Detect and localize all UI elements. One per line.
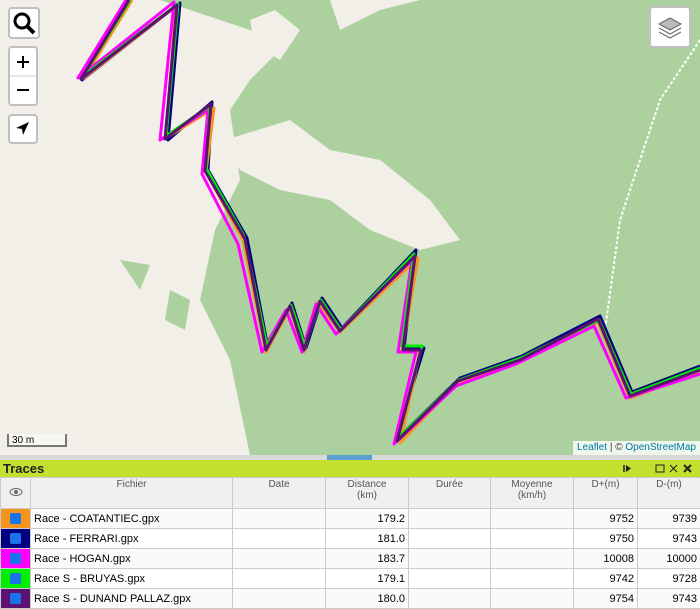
zoom-icons <box>10 48 36 104</box>
search-button[interactable] <box>8 7 40 39</box>
column-header[interactable]: D+(m) <box>574 478 638 509</box>
search-icon <box>10 9 38 37</box>
date-cell <box>233 509 326 529</box>
eye-icon <box>9 487 23 497</box>
elevation-gain: 9742 <box>574 569 638 589</box>
visibility-checkbox[interactable] <box>10 533 21 544</box>
header-unit: (km) <box>327 490 407 501</box>
file-name: Race S - DUNAND PALLAZ.gpx <box>31 589 233 609</box>
detach-button[interactable] <box>656 465 664 472</box>
distance: 180.0 <box>326 589 409 609</box>
duration-cell <box>409 509 491 529</box>
elevation-gain: 9754 <box>574 589 638 609</box>
separator: | © <box>610 442 623 453</box>
duration-cell <box>409 549 491 569</box>
osm-link[interactable]: OpenStreetMap <box>625 442 696 453</box>
visibility-checkbox[interactable] <box>10 553 21 564</box>
distance: 183.7 <box>326 549 409 569</box>
layers-button[interactable] <box>649 6 691 48</box>
zoom-control <box>8 46 38 106</box>
elevation-loss: 9743 <box>638 529 700 549</box>
file-name: Race - COATANTIEC.gpx <box>31 509 233 529</box>
duration-cell <box>409 529 491 549</box>
speed-cell <box>491 529 574 549</box>
date-cell <box>233 589 326 609</box>
attribution: Leaflet | © OpenStreetMap <box>573 441 700 455</box>
file-name: Race - HOGAN.gpx <box>31 549 233 569</box>
column-header[interactable]: D-(m) <box>638 478 700 509</box>
speed-cell <box>491 509 574 529</box>
leaflet-link[interactable]: Leaflet <box>577 442 607 453</box>
visibility-cell <box>1 589 31 609</box>
header-unit: (km/h) <box>492 490 572 501</box>
distance: 179.2 <box>326 509 409 529</box>
date-cell <box>233 529 326 549</box>
speed-cell <box>491 589 574 609</box>
elevation-loss: 10000 <box>638 549 700 569</box>
scale-label: 30 m <box>12 435 34 446</box>
file-name: Race S - BRUYAS.gpx <box>31 569 233 589</box>
elevation-gain: 9752 <box>574 509 638 529</box>
expand-button[interactable] <box>670 465 677 472</box>
distance: 179.1 <box>326 569 409 589</box>
header-label: D-(m) <box>639 479 699 490</box>
locate-button[interactable] <box>8 114 38 144</box>
column-header[interactable]: Date <box>233 478 326 509</box>
visibility-cell <box>1 549 31 569</box>
visibility-cell <box>1 529 31 549</box>
visibility-checkbox[interactable] <box>10 573 21 584</box>
distance: 181.0 <box>326 529 409 549</box>
column-header[interactable]: Fichier <box>31 478 233 509</box>
duration-cell <box>409 589 491 609</box>
close-button[interactable] <box>684 465 691 472</box>
elevation-loss: 9743 <box>638 589 700 609</box>
header-label: D+(m) <box>575 479 636 490</box>
date-cell <box>233 549 326 569</box>
header-label: Moyenne <box>492 479 572 490</box>
forest <box>120 260 190 330</box>
date-cell <box>233 569 326 589</box>
column-header[interactable]: Distance(km) <box>326 478 409 509</box>
speed-cell <box>491 569 574 589</box>
panel-header: Traces <box>0 460 700 477</box>
collapse-button[interactable] <box>624 465 631 472</box>
visibility-checkbox[interactable] <box>10 513 21 524</box>
visibility-header[interactable] <box>1 478 31 509</box>
header-label: Distance <box>327 479 407 490</box>
locate-icon <box>10 116 36 142</box>
elevation-gain: 9750 <box>574 529 638 549</box>
elevation-loss: 9739 <box>638 509 700 529</box>
map[interactable]: 30 m Leaflet | © OpenStreetMap <box>0 0 700 455</box>
layers-icon <box>651 8 689 46</box>
file-name: Race - FERRARI.gpx <box>31 529 233 549</box>
header-label: Date <box>234 479 324 490</box>
visibility-cell <box>1 569 31 589</box>
header-label: Fichier <box>32 479 231 490</box>
speed-cell <box>491 549 574 569</box>
column-header[interactable]: Moyenne(km/h) <box>491 478 574 509</box>
map-canvas <box>0 0 700 455</box>
visibility-cell <box>1 509 31 529</box>
scale-bar: 30 m <box>7 434 67 447</box>
elevation-gain: 10008 <box>574 549 638 569</box>
visibility-checkbox[interactable] <box>10 593 21 604</box>
header-label: Durée <box>410 479 489 490</box>
elevation-loss: 9728 <box>638 569 700 589</box>
column-header[interactable]: Durée <box>409 478 491 509</box>
panel-buttons <box>614 460 694 477</box>
duration-cell <box>409 569 491 589</box>
panel-title: Traces <box>3 460 44 477</box>
